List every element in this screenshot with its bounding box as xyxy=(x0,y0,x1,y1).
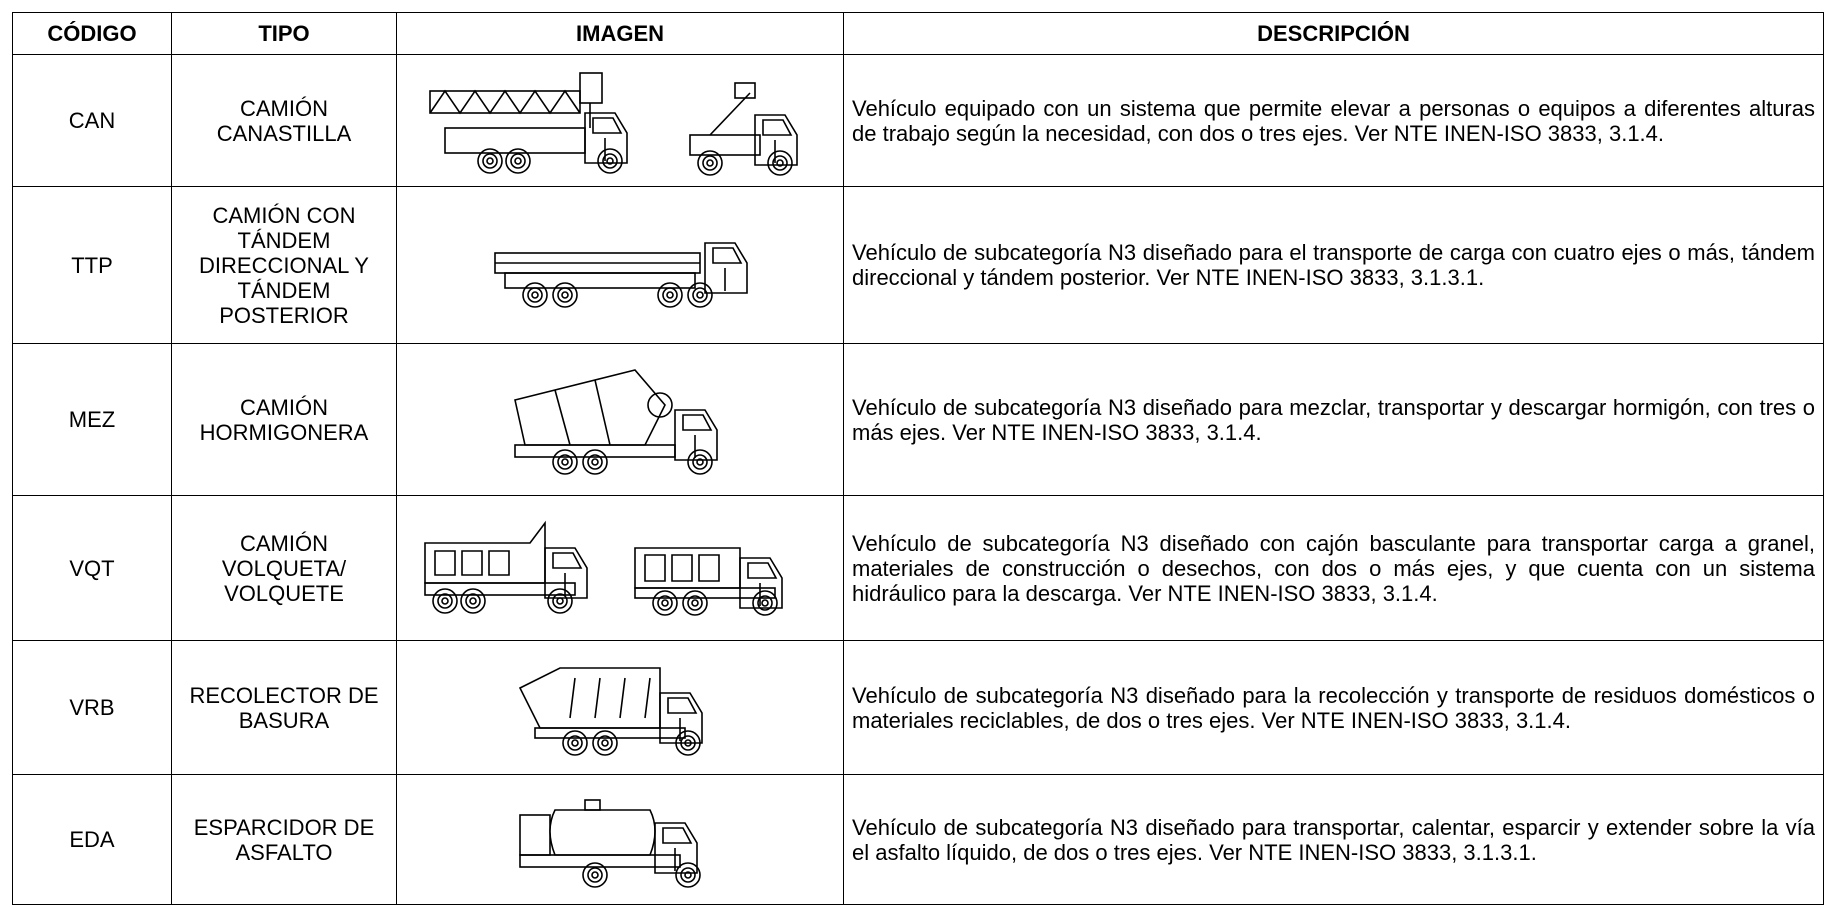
image-cell xyxy=(396,640,844,775)
row: EDA ESPARCIDOR DE ASFALTO Vehículo de su… xyxy=(12,774,1824,905)
header-cell: CÓDIGO xyxy=(12,12,172,55)
vehicle-table: CÓDIGO TIPO IMAGEN DESCRIPCIÓN CAN CAMIÓ… xyxy=(12,12,1824,905)
code: MEZ xyxy=(12,343,172,496)
type: RECOLECTOR DE BASURA xyxy=(171,640,397,775)
code: CAN xyxy=(12,54,172,187)
code: VRB xyxy=(12,640,172,775)
description: Vehículo de subcategoría N3 diseñado par… xyxy=(843,640,1824,775)
truck-drawing xyxy=(424,520,783,616)
type: CAMIÓN VOLQUETA/ VOLQUETE xyxy=(171,495,397,641)
truck-drawing xyxy=(494,241,748,308)
code: TTP xyxy=(12,186,172,344)
type: ESPARCIDOR DE ASFALTO xyxy=(171,774,397,905)
truck-drawing xyxy=(519,798,701,888)
truck-drawing xyxy=(518,666,703,756)
row: CAN CAMIÓN CANASTILLA Vehículo equipado … xyxy=(12,54,1824,187)
image-cell xyxy=(396,343,844,496)
row: TTP CAMIÓN CON TÁNDEM DIRECCIONAL Y TÁND… xyxy=(12,186,1824,344)
description: Vehículo de subcategoría N3 diseñado par… xyxy=(843,774,1824,905)
image-cell xyxy=(396,774,844,905)
type: CAMIÓN HORMIGONERA xyxy=(171,343,397,496)
truck-drawing xyxy=(429,72,798,176)
description: Vehículo de subcategoría N3 diseñado par… xyxy=(843,343,1824,496)
image-cell xyxy=(396,54,844,187)
type: CAMIÓN CON TÁNDEM DIRECCIONAL Y TÁNDEM P… xyxy=(171,186,397,344)
type: CAMIÓN CANASTILLA xyxy=(171,54,397,187)
code: EDA xyxy=(12,774,172,905)
truck-drawing xyxy=(514,368,718,475)
header-cell: IMAGEN xyxy=(396,12,844,55)
header-row: CÓDIGO TIPO IMAGEN DESCRIPCIÓN xyxy=(12,12,1824,55)
row: MEZ CAMIÓN HORMIGONERA Vehículo de subca… xyxy=(12,343,1824,496)
row: VQT CAMIÓN VOLQUETA/ VOLQUETE Vehículo d… xyxy=(12,495,1824,641)
row: VRB RECOLECTOR DE BASURA Vehículo de sub… xyxy=(12,640,1824,775)
header-cell: DESCRIPCIÓN xyxy=(843,12,1824,55)
header-cell: TIPO xyxy=(171,12,397,55)
description: Vehículo equipado con un sistema que per… xyxy=(843,54,1824,187)
image-cell xyxy=(396,186,844,344)
image-cell xyxy=(396,495,844,641)
description: Vehículo de subcategoría N3 diseñado con… xyxy=(843,495,1824,641)
description: Vehículo de subcategoría N3 diseñado par… xyxy=(843,186,1824,344)
code: VQT xyxy=(12,495,172,641)
